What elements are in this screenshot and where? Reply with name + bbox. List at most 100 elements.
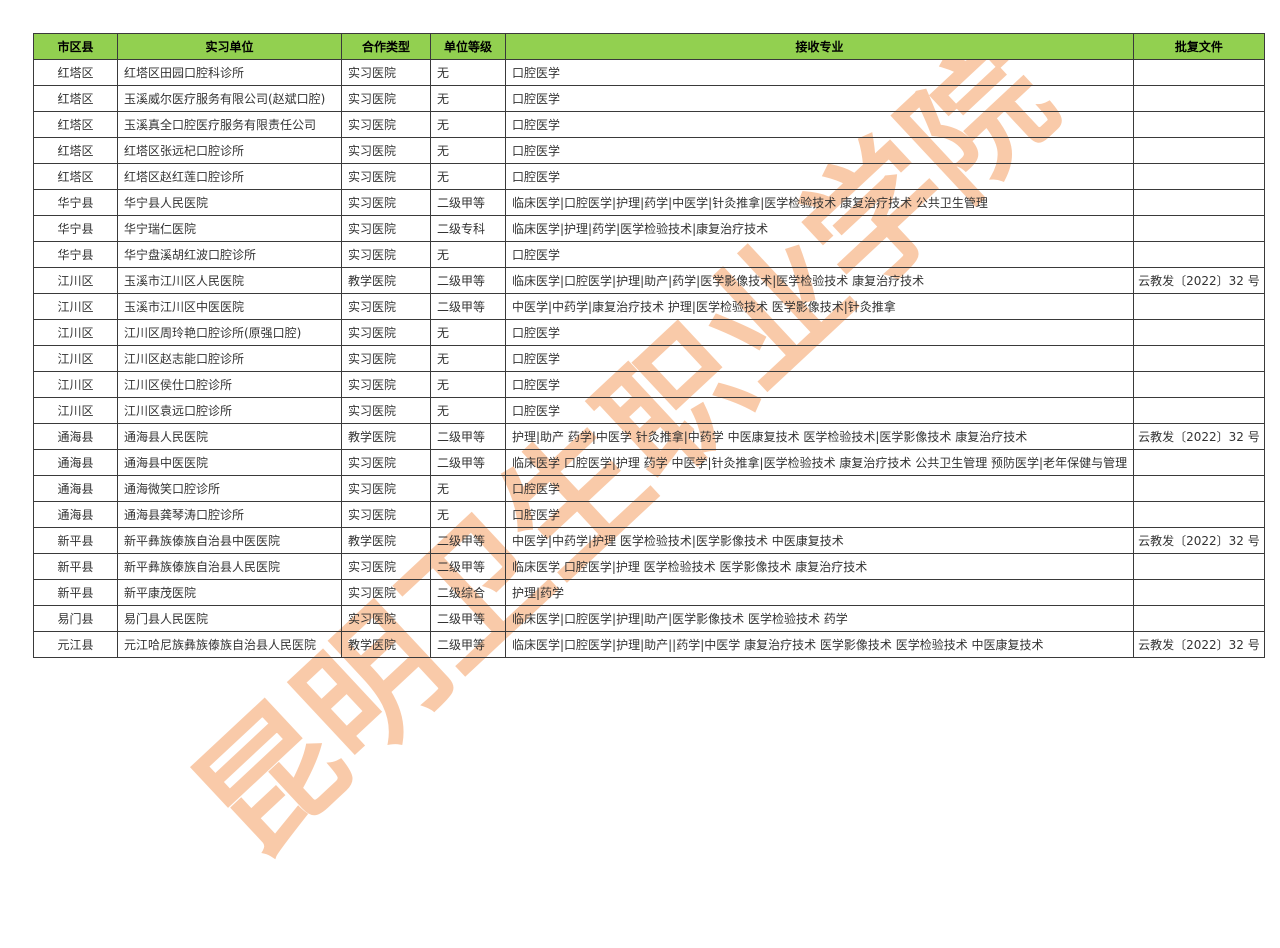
column-header-district: 市区县 xyxy=(33,33,118,60)
column-header-unit: 实习单位 xyxy=(117,33,342,60)
cell-unit: 华宁瑞仁医院 xyxy=(117,215,342,242)
cell-coop-type: 实习医院 xyxy=(341,501,431,528)
cell-unit-level: 无 xyxy=(430,241,506,268)
cell-approval-doc xyxy=(1133,137,1265,164)
cell-unit: 元江哈尼族彝族傣族自治县人民医院 xyxy=(117,631,342,658)
cell-coop-type: 实习医院 xyxy=(341,319,431,346)
cell-unit-level: 无 xyxy=(430,85,506,112)
table-row: 江川区 江川区周玲艳口腔诊所(原强口腔) 实习医院无口腔医学 xyxy=(33,319,1265,346)
cell-approval-doc xyxy=(1133,501,1265,528)
cell-unit-level: 无 xyxy=(430,163,506,190)
cell-unit: 玉溪真全口腔医疗服务有限责任公司 xyxy=(117,111,342,138)
cell-coop-type: 实习医院 xyxy=(341,605,431,632)
cell-majors: 临床医学|口腔医学|护理|药学|中医学|针灸推拿|医学检验技术 康复治疗技术 公… xyxy=(504,189,1135,216)
cell-approval-doc xyxy=(1133,553,1265,580)
cell-unit-level: 二级甲等 xyxy=(430,553,506,580)
cell-coop-type: 实习医院 xyxy=(341,371,431,398)
cell-majors: 口腔医学 xyxy=(504,137,1135,164)
cell-coop-type: 教学医院 xyxy=(341,527,431,554)
cell-district: 易门县 xyxy=(33,605,118,632)
cell-approval-doc: 云教发〔2022〕32 号 xyxy=(1133,423,1265,450)
cell-majors: 临床医学|口腔医学|护理|助产|药学|医学影像技术|医学检验技术 康复治疗技术 xyxy=(504,267,1135,294)
cell-approval-doc xyxy=(1133,293,1265,320)
cell-district: 华宁县 xyxy=(33,189,118,216)
cell-unit: 玉溪市江川区人民医院 xyxy=(117,267,342,294)
table-row: 新平县 新平康茂医院 实习医院 二级综合 护理|药学 xyxy=(33,579,1265,606)
cell-majors: 临床医学|口腔医学|护理|助产||药学|中医学 康复治疗技术 医学影像技术 医学… xyxy=(504,631,1135,658)
internship-units-table: 市区县 实习单位 合作类型 单位等级 接收专业 批复文件 红塔区 红塔区田园口腔科诊所 实习医… xyxy=(33,33,1265,658)
table-row: 红塔区 玉溪威尔医疗服务有限公司(赵斌口腔) 实习医院无口腔医学 xyxy=(33,85,1265,112)
cell-majors: 临床医学|口腔医学|护理|助产|医学影像技术 医学检验技术 药学 xyxy=(504,605,1135,632)
cell-district: 红塔区 xyxy=(33,85,118,112)
cell-unit-level: 二级甲等 xyxy=(430,527,506,554)
cell-approval-doc xyxy=(1133,371,1265,398)
cell-unit-level: 二级综合 xyxy=(430,579,506,606)
cell-unit-level: 二级甲等 xyxy=(430,423,506,450)
cell-unit: 新平彝族傣族自治县中医医院 xyxy=(117,527,342,554)
cell-unit-level: 二级甲等 xyxy=(430,189,506,216)
cell-unit: 通海县人民医院 xyxy=(117,423,342,450)
cell-district: 江川区 xyxy=(33,267,118,294)
cell-coop-type: 实习医院 xyxy=(341,189,431,216)
cell-coop-type: 实习医院 xyxy=(341,163,431,190)
cell-unit-level: 无 xyxy=(430,59,506,86)
cell-unit-level: 无 xyxy=(430,319,506,346)
table-row: 通海县 通海微笑口腔诊所 实习医院无口腔医学 xyxy=(33,475,1265,502)
table-row: 华宁县 华宁瑞仁医院 实习医院 二级专科 临床医学|护理|药学|医学检验技术|康复治疗技… xyxy=(33,215,1265,242)
cell-coop-type: 实习医院 xyxy=(341,111,431,138)
table-row: 通海县 通海县中医医院 实习医院 二级甲等 临床医学 口腔医学|护理 药学 中医学|针灸… xyxy=(33,449,1265,476)
table-row: 红塔区 红塔区田园口腔科诊所 实习医院无口腔医学 xyxy=(33,59,1265,86)
cell-district: 华宁县 xyxy=(33,241,118,268)
table-row: 红塔区 玉溪真全口腔医疗服务有限责任公司 实习医院无口腔医学 xyxy=(33,111,1265,138)
table-row: 红塔区 红塔区赵红莲口腔诊所 实习医院无口腔医学 xyxy=(33,163,1265,190)
cell-coop-type: 实习医院 xyxy=(341,293,431,320)
cell-district: 通海县 xyxy=(33,423,118,450)
column-header-approval-doc: 批复文件 xyxy=(1133,33,1265,60)
cell-majors: 中医学|中药学|护理 医学检验技术|医学影像技术 中医康复技术 xyxy=(504,527,1135,554)
cell-majors: 口腔医学 xyxy=(504,371,1135,398)
cell-unit: 红塔区张远杞口腔诊所 xyxy=(117,137,342,164)
cell-coop-type: 教学医院 xyxy=(341,267,431,294)
cell-approval-doc xyxy=(1133,449,1265,476)
cell-approval-doc xyxy=(1133,475,1265,502)
cell-approval-doc xyxy=(1133,189,1265,216)
cell-approval-doc xyxy=(1133,579,1265,606)
table-row: 华宁县 华宁县人民医院 实习医院 二级甲等 临床医学|口腔医学|护理|药学|中医学|针灸… xyxy=(33,189,1265,216)
table-row: 江川区 玉溪市江川区人民医院 教学医院 二级甲等 临床医学|口腔医学|护理|助产|药学|… xyxy=(33,267,1265,294)
cell-coop-type: 实习医院 xyxy=(341,345,431,372)
cell-unit: 红塔区赵红莲口腔诊所 xyxy=(117,163,342,190)
cell-district: 华宁县 xyxy=(33,215,118,242)
table-row: 通海县 通海县龚琴涛口腔诊所 实习医院无口腔医学 xyxy=(33,501,1265,528)
cell-unit-level: 二级甲等 xyxy=(430,605,506,632)
cell-approval-doc xyxy=(1133,241,1265,268)
cell-district: 江川区 xyxy=(33,371,118,398)
cell-coop-type: 教学医院 xyxy=(341,423,431,450)
cell-unit: 通海微笑口腔诊所 xyxy=(117,475,342,502)
column-header-majors: 接收专业 xyxy=(504,33,1135,60)
cell-district: 新平县 xyxy=(33,553,118,580)
cell-district: 红塔区 xyxy=(33,163,118,190)
cell-district: 元江县 xyxy=(33,631,118,658)
cell-majors: 口腔医学 xyxy=(504,319,1135,346)
cell-coop-type: 实习医院 xyxy=(341,397,431,424)
cell-coop-type: 实习医院 xyxy=(341,553,431,580)
table-row: 江川区 江川区侯仕口腔诊所 实习医院无口腔医学 xyxy=(33,371,1265,398)
cell-coop-type: 教学医院 xyxy=(341,631,431,658)
cell-majors: 口腔医学 xyxy=(504,163,1135,190)
cell-majors: 护理|药学 xyxy=(504,579,1135,606)
cell-coop-type: 实习医院 xyxy=(341,137,431,164)
table-row: 红塔区 红塔区张远杞口腔诊所 实习医院无口腔医学 xyxy=(33,137,1265,164)
cell-unit-level: 无 xyxy=(430,501,506,528)
cell-unit: 江川区周玲艳口腔诊所(原强口腔) xyxy=(117,319,342,346)
header-row: 市区县 实习单位 合作类型 单位等级 接收专业 批复文件 xyxy=(33,33,1265,60)
cell-approval-doc xyxy=(1133,319,1265,346)
cell-unit-level: 无 xyxy=(430,397,506,424)
cell-approval-doc xyxy=(1133,605,1265,632)
cell-district: 红塔区 xyxy=(33,59,118,86)
cell-coop-type: 实习医院 xyxy=(341,241,431,268)
cell-unit-level: 无 xyxy=(430,137,506,164)
cell-unit-level: 无 xyxy=(430,111,506,138)
table-row: 元江县 元江哈尼族彝族傣族自治县人民医院 教学医院 二级甲等 临床医学|口腔医学|护理|… xyxy=(33,631,1265,658)
cell-majors: 护理|助产 药学|中医学 针灸推拿|中药学 中医康复技术 医学检验技术|医学影像… xyxy=(504,423,1135,450)
cell-majors: 口腔医学 xyxy=(504,85,1135,112)
